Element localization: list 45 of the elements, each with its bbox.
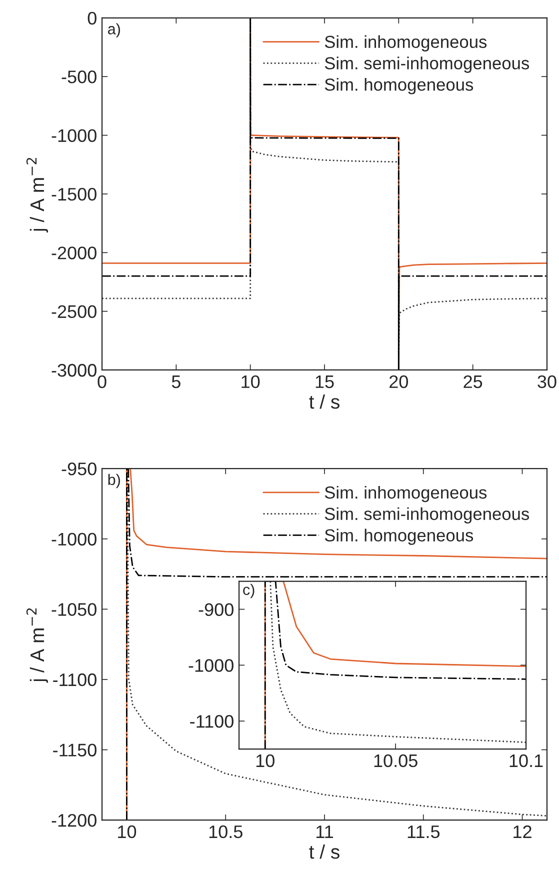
annotation: b) bbox=[108, 474, 120, 488]
x-tick-label: 10.1 bbox=[510, 754, 543, 768]
x-tick-label: 15 bbox=[316, 376, 334, 388]
y-axis-title: j / A m$^{−2}$ bbox=[26, 158, 48, 232]
x-tick-label: 25 bbox=[464, 375, 482, 388]
line-series bbox=[102, 18, 547, 370]
y-tick-label: -1000 bbox=[52, 532, 96, 546]
legend-label: Sim. homogeneous bbox=[324, 528, 474, 545]
x-tick-label: 5 bbox=[172, 376, 180, 388]
annotation: c) bbox=[243, 584, 254, 598]
y-tick-label: -3000 bbox=[52, 364, 96, 377]
legend-label: Sim. homogeneous bbox=[324, 78, 474, 94]
y-tick-label: 0 bbox=[88, 12, 96, 25]
legend-label: Sim. semi-inhomogeneous bbox=[324, 56, 530, 73]
x-axis-title: t / s bbox=[309, 394, 340, 409]
x-tick-label: 10 bbox=[256, 754, 274, 768]
x-tick-label: 12 bbox=[514, 825, 532, 838]
y-tick-label: -900 bbox=[198, 603, 234, 616]
x-tick-label: 30 bbox=[538, 375, 556, 388]
y-tick-label: -1150 bbox=[53, 744, 96, 756]
y-tick-label: -1200 bbox=[52, 814, 96, 827]
y-tick-label: -1100 bbox=[53, 673, 96, 686]
legend-label: Sim. inhomogeneous bbox=[324, 486, 487, 502]
y-axis-title: j / A m$^{−2}$ bbox=[26, 608, 48, 683]
y-tick-label: -1100 bbox=[190, 715, 234, 728]
legend-label: Sim. inhomogeneous bbox=[324, 35, 487, 52]
x-tick-label: 10.05 bbox=[374, 754, 418, 768]
x-tick-label: 20 bbox=[390, 375, 408, 388]
y-tick-label: -1000 bbox=[188, 659, 234, 672]
x-tick-label: 10 bbox=[242, 375, 260, 388]
annotation: a) bbox=[108, 23, 120, 38]
y-tick-label: -950 bbox=[62, 462, 96, 476]
y-tick-label: -1050 bbox=[52, 603, 96, 616]
y-tick-label: -1000 bbox=[52, 129, 96, 142]
y-tick-label: -1500 bbox=[52, 188, 96, 201]
x-tick-label: 11.5 bbox=[408, 826, 440, 838]
x-tick-label: 0 bbox=[98, 375, 106, 388]
x-tick-label: 10 bbox=[118, 825, 136, 838]
y-tick-label: -2000 bbox=[52, 246, 96, 260]
x-tick-label: 11 bbox=[316, 826, 333, 838]
x-axis-title: t / s bbox=[309, 844, 340, 859]
x-tick-label: 10.5 bbox=[209, 825, 242, 838]
legend-label: Sim. semi-inhomogeneous bbox=[324, 507, 530, 524]
y-tick-label: -2500 bbox=[52, 305, 96, 318]
y-tick-label: -500 bbox=[62, 70, 96, 84]
